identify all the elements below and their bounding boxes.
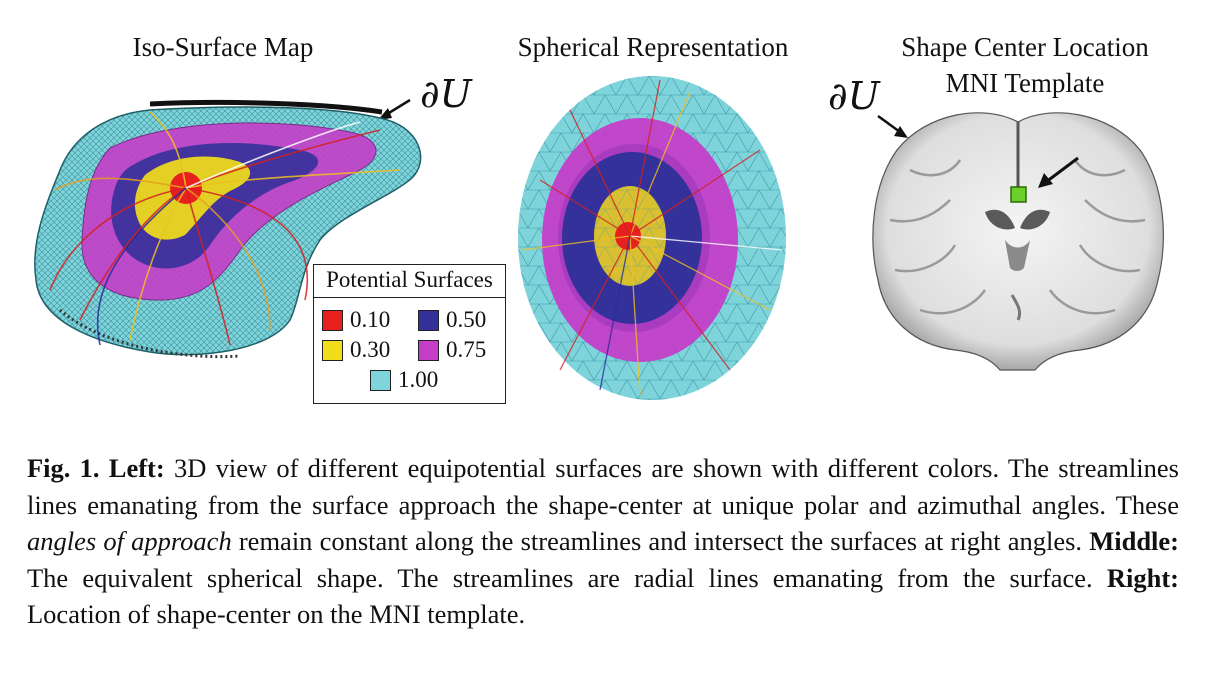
boundary-label-right: ∂U [828, 74, 880, 118]
caption-middle-label: Middle: [1089, 526, 1180, 556]
legend-item: 0.10 [322, 307, 390, 333]
legend-item: 0.75 [418, 337, 486, 363]
legend-label: 0.10 [350, 307, 391, 332]
legend-title: Potential Surfaces [326, 267, 493, 292]
middle-panel-title: Spherical Representation [517, 32, 789, 62]
legend-item: 1.00 [370, 367, 438, 393]
figure-caption: Fig. 1. Left: 3D view of different equip… [27, 450, 1179, 633]
caption-text-3: The equivalent spherical shape. The stre… [27, 562, 1093, 593]
legend-label: 0.30 [350, 337, 391, 362]
right-panel-title: Shape Center Location [901, 32, 1149, 62]
legend-swatch-blue [418, 309, 439, 331]
caption-text-4: Location of shape-center on the MNI temp… [27, 599, 526, 629]
caption-text-2: remain constant along the streamlines an… [238, 526, 1083, 556]
legend-label: 0.75 [446, 337, 487, 362]
caption-fig-label: Fig. 1. [27, 453, 100, 483]
legend-item: 0.50 [418, 307, 486, 333]
caption-emphasis: angles of approach [27, 526, 232, 556]
legend-divider [314, 297, 505, 298]
left-panel-title: Iso-Surface Map [132, 32, 314, 62]
legend-swatch-cyan [370, 369, 391, 391]
legend-swatch-purple [418, 339, 439, 361]
legend-label: 1.00 [398, 367, 439, 392]
legend-swatch-red [322, 309, 343, 331]
boundary-label-left: ∂U [420, 72, 472, 116]
shape-center-marker [1010, 186, 1027, 203]
potential-surfaces-legend: Potential Surfaces 0.10 0.50 0.30 0.75 1… [313, 264, 506, 404]
caption-right-label: Right: [1106, 562, 1179, 593]
caption-left-label: Left: [108, 453, 165, 483]
legend-item: 0.30 [322, 337, 390, 363]
legend-swatch-yellow [322, 339, 343, 361]
caption-text-1: 3D view of different equipotential surfa… [27, 453, 1179, 520]
right-panel-subtitle: MNI Template [945, 68, 1105, 98]
legend-label: 0.50 [446, 307, 487, 332]
